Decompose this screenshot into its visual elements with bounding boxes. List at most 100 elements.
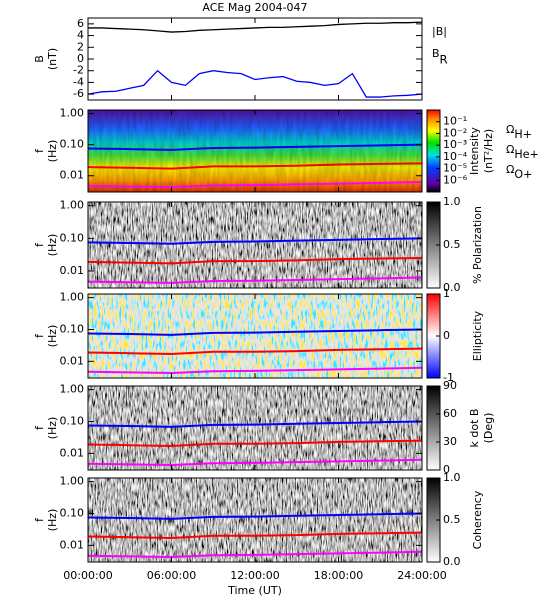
y-axis-unit: (Hz) xyxy=(46,417,59,440)
y-axis-label: f xyxy=(33,242,46,247)
gyrofrequency-line xyxy=(87,347,423,356)
colorbar-tick-label: 1.0 xyxy=(443,195,461,208)
gyrofrequency-line xyxy=(87,550,423,559)
y-tick-label: 0.01 xyxy=(60,169,85,182)
gyrofrequency-line xyxy=(87,458,423,467)
legend-entry: ΩHe+ xyxy=(506,143,539,161)
colorbar-tick-label: 10⁻² xyxy=(443,126,467,139)
y-tick-label: 0.10 xyxy=(60,231,85,244)
colorbar-tick-label: 60 xyxy=(443,407,457,420)
y-tick-label: 0.10 xyxy=(60,506,85,519)
colorbar-tick-label: 0.0 xyxy=(443,281,461,294)
legend-subscript: H+ xyxy=(514,128,532,141)
colorbar-label: Ellipticity xyxy=(471,310,484,361)
y-tick-label: 1.00 xyxy=(60,199,85,212)
y-axis-unit: (Hz) xyxy=(46,325,59,348)
gyrofrequency-line xyxy=(87,237,423,245)
legend-entry: |B| xyxy=(432,25,447,38)
colorbar-tick-label: 0 xyxy=(443,463,450,476)
y-axis-unit: (Hz) xyxy=(46,140,59,163)
colorbar-tick-label: 10⁻⁶ xyxy=(443,173,468,186)
colorbar-tick-label: 0 xyxy=(443,329,450,342)
y-tick-label: 1.00 xyxy=(60,291,85,304)
legend-entry: ΩH+ xyxy=(506,123,532,141)
colorbar-tick-label: 10⁻⁵ xyxy=(443,162,467,175)
spectrogram-texture xyxy=(88,386,422,470)
gyrofrequency-line xyxy=(87,512,423,520)
spectrogram-texture xyxy=(88,478,422,562)
colorbar-tick-label: 0.5 xyxy=(443,238,461,251)
colorbar-tick-label: 30 xyxy=(443,435,457,448)
x-axis-label: Time (UT) xyxy=(227,584,282,597)
gyrofrequency-line xyxy=(87,366,423,375)
gyrofrequency-line xyxy=(87,256,423,265)
gyrofrequency-line xyxy=(87,143,423,151)
y-tick-label: 6 xyxy=(77,17,84,30)
x-tick-label: 18:00:00 xyxy=(314,569,363,582)
colorbar-unit: (nT²/Hz) xyxy=(482,129,495,173)
y-axis-label: f xyxy=(33,517,46,522)
y-tick-label: 0.10 xyxy=(60,138,85,151)
gyrofrequency-line xyxy=(87,276,423,284)
colorbar-tick-label: 1.0 xyxy=(443,471,461,484)
y-tick-label: 0.01 xyxy=(60,538,85,551)
colorbar-tick-label: 10⁻⁴ xyxy=(443,150,468,163)
y-tick-label: -4 xyxy=(73,75,84,88)
colorbar-label: % Polarization xyxy=(471,206,484,284)
y-tick-label: 1.00 xyxy=(60,383,85,396)
legend-entry: ΩO+ xyxy=(506,163,532,181)
colorbar xyxy=(426,109,441,193)
gyrofrequency-line xyxy=(87,531,423,540)
legend-subscript: R xyxy=(440,52,448,66)
y-tick-label: 0.10 xyxy=(60,414,85,427)
chart-title: ACE Mag 2004-047 xyxy=(202,1,307,14)
plot-frame xyxy=(87,17,423,101)
colorbar-label: k dot B xyxy=(468,409,481,448)
gyrofrequency-line xyxy=(87,162,423,170)
x-tick-label: 24:00:00 xyxy=(397,569,446,582)
colorbar-tick-label: 10⁻¹ xyxy=(443,115,467,128)
y-tick-label: 0.10 xyxy=(60,322,85,335)
y-tick-label: 4 xyxy=(77,29,84,42)
legend-subscript: O+ xyxy=(514,168,532,181)
spectrogram-texture xyxy=(88,294,422,378)
gyrofrequency-line xyxy=(87,328,423,336)
y-axis-label: f xyxy=(33,148,46,153)
y-tick-label: 1.00 xyxy=(60,107,85,120)
colorbar xyxy=(426,385,441,471)
colorbar-tick-label: -1 xyxy=(443,371,454,384)
colorbar-unit: (Deg) xyxy=(482,413,495,444)
y-axis-label: f xyxy=(33,425,46,430)
colorbar-label: Intensity xyxy=(468,127,481,175)
data-line xyxy=(87,69,423,98)
data-line xyxy=(88,21,423,33)
y-tick-label: 0.01 xyxy=(60,446,85,459)
gyrofrequency-line xyxy=(87,420,423,428)
colorbar-tick-label: 0.5 xyxy=(443,513,461,526)
colorbar-tick-label: 10⁻³ xyxy=(443,138,467,151)
x-tick-label: 12:00:00 xyxy=(230,569,279,582)
spectrogram-texture xyxy=(88,202,422,288)
y-axis-label: B xyxy=(33,55,46,63)
legend-entry: BR xyxy=(432,47,448,66)
gyrofrequency-line xyxy=(87,439,423,448)
y-tick-label: -6 xyxy=(73,87,84,100)
colorbar-tick-label: 0.0 xyxy=(443,555,461,568)
y-tick-label: 0.01 xyxy=(60,264,85,277)
x-tick-label: 06:00:00 xyxy=(147,569,196,582)
y-tick-label: 0 xyxy=(77,52,84,65)
y-tick-label: -2 xyxy=(73,64,84,77)
y-tick-label: 1.00 xyxy=(60,475,85,488)
legend-subscript: He+ xyxy=(514,148,538,161)
colorbar-label: Coherency xyxy=(471,490,484,549)
y-axis-unit: (Hz) xyxy=(46,509,59,532)
y-axis-unit: (nT) xyxy=(46,48,59,70)
y-axis-label: f xyxy=(33,333,46,338)
gyrofrequency-line xyxy=(87,180,423,189)
y-axis-unit: (Hz) xyxy=(46,234,59,257)
colorbar-tick-label: 90 xyxy=(443,379,457,392)
colorbar-tick-label: 1 xyxy=(443,287,450,300)
y-tick-label: 0.01 xyxy=(60,354,85,367)
y-tick-label: 2 xyxy=(77,40,84,53)
